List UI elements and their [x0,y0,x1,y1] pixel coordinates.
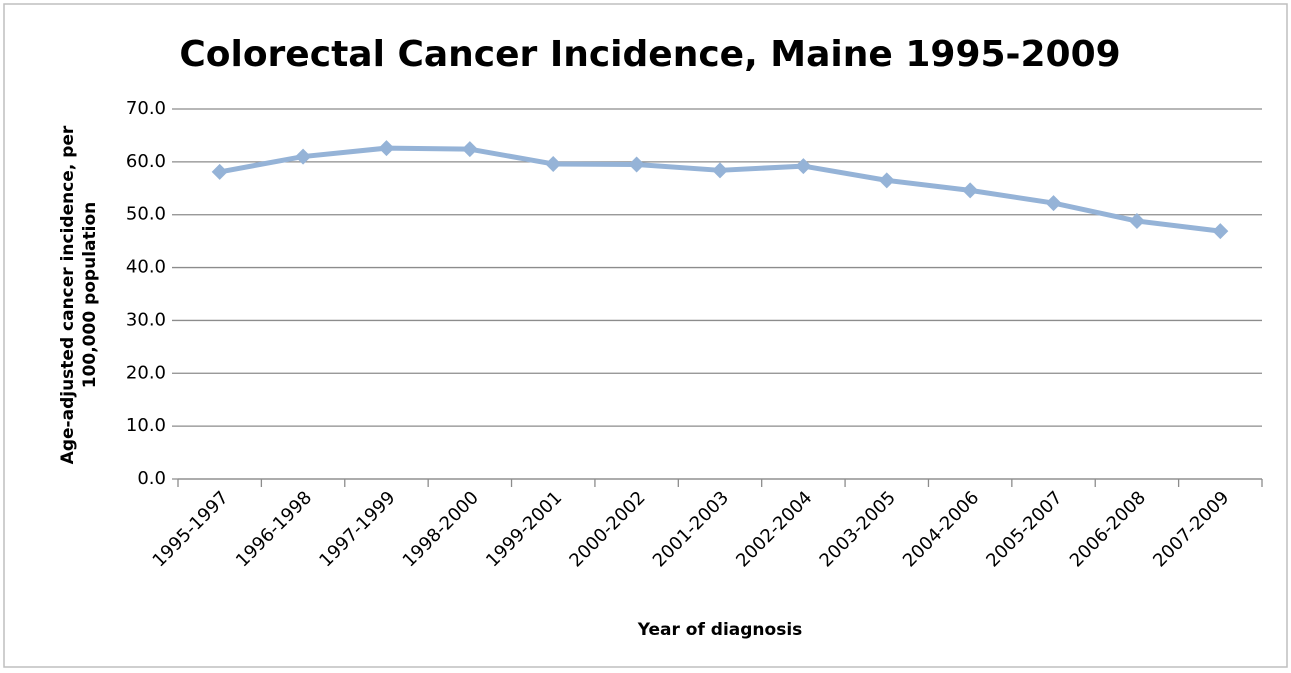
marker [1128,213,1145,230]
y-tick-label: 60.0 [126,151,166,172]
marker [712,162,728,179]
chart-border [3,3,1288,668]
y-axis-label: Age-adjusted cancer incidence, per 100,0… [58,125,100,465]
y-tick-label: 70.0 [126,98,166,119]
marker [211,163,228,180]
marker [878,172,895,189]
marker [545,155,562,172]
y-tick-label: 10.0 [126,415,166,436]
chart-title: Colorectal Cancer Incidence, Maine 1995-… [179,34,1120,75]
y-tick-label: 50.0 [126,204,166,225]
y-tick-label: 30.0 [126,309,166,330]
marker [962,182,979,199]
marker [795,158,812,175]
y-tick-label: 0.0 [137,468,166,489]
marker [295,148,312,165]
y-tick-label: 20.0 [126,362,166,383]
x-axis-label: Year of diagnosis [637,620,803,640]
marker [461,141,478,158]
marker [1212,223,1229,240]
marker [378,140,395,157]
marker [1045,195,1062,212]
y-tick-label: 40.0 [126,257,166,278]
marker [628,156,645,173]
